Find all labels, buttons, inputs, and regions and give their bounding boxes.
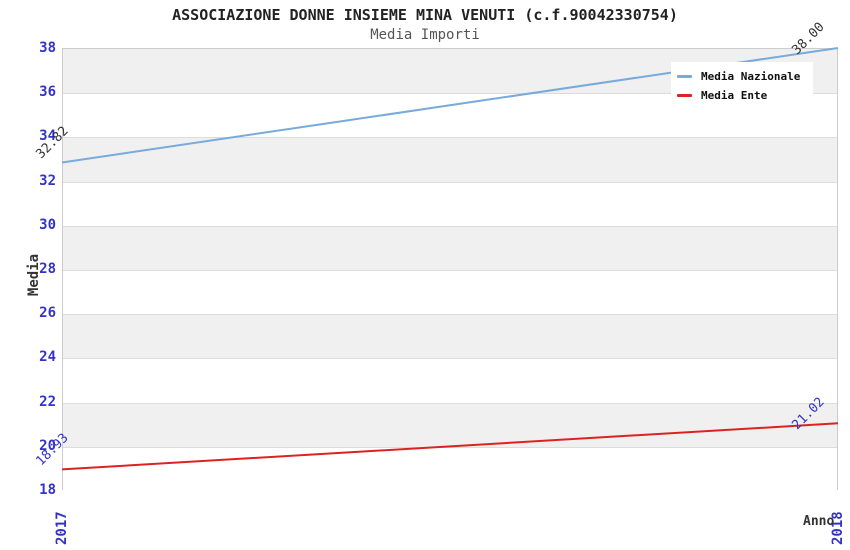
legend-label: Media Ente	[701, 89, 768, 102]
chart-subtitle: Media Importi	[370, 27, 480, 43]
y-tick-label: 24	[39, 349, 56, 366]
y-tick-label: 18	[39, 482, 56, 498]
plot-area	[62, 48, 838, 491]
plot-band	[63, 181, 837, 226]
x-axis-label: Anno	[803, 514, 835, 529]
plot-band	[63, 314, 837, 359]
chart-title: ASSOCIAZIONE DONNE INSIEME MINA VENUTI (…	[172, 6, 678, 24]
legend-item-media-nazionale: Media Nazionale	[677, 67, 807, 86]
plot-band	[63, 270, 837, 315]
y-axis-label: Media	[26, 253, 42, 297]
y-tick-label: 30	[39, 216, 56, 233]
gridline	[63, 402, 837, 404]
y-tick-label: 36	[39, 84, 56, 101]
gridline	[63, 314, 837, 316]
legend-line-icon	[677, 94, 692, 97]
legend-item-media-ente: Media Ente	[677, 86, 807, 105]
legend-label: Media Nazionale	[701, 70, 801, 83]
y-tick-label: 32	[39, 172, 56, 189]
gridline	[63, 137, 837, 139]
y-tick-label: 28	[39, 261, 56, 277]
gridline	[63, 270, 837, 271]
y-tick-label: 26	[39, 305, 56, 322]
plot-band	[63, 402, 837, 447]
plot-band	[63, 358, 837, 403]
line-media-ente	[61, 422, 839, 471]
plot-band	[63, 225, 837, 270]
plot-band	[63, 446, 837, 491]
y-tick-label: 38	[39, 40, 56, 56]
y-tick-label: 22	[39, 393, 56, 410]
plot-band	[63, 137, 837, 182]
gridline	[63, 181, 837, 183]
x-tick-label: 2017	[54, 511, 70, 545]
gridline	[63, 93, 837, 95]
y-tick-label: 34	[39, 128, 56, 145]
gridline	[63, 358, 837, 360]
legend-line-icon	[677, 75, 692, 78]
gridline	[63, 225, 837, 227]
legend: Media Nazionale Media Ente	[671, 62, 813, 109]
y-tick-label: 20	[39, 437, 56, 454]
